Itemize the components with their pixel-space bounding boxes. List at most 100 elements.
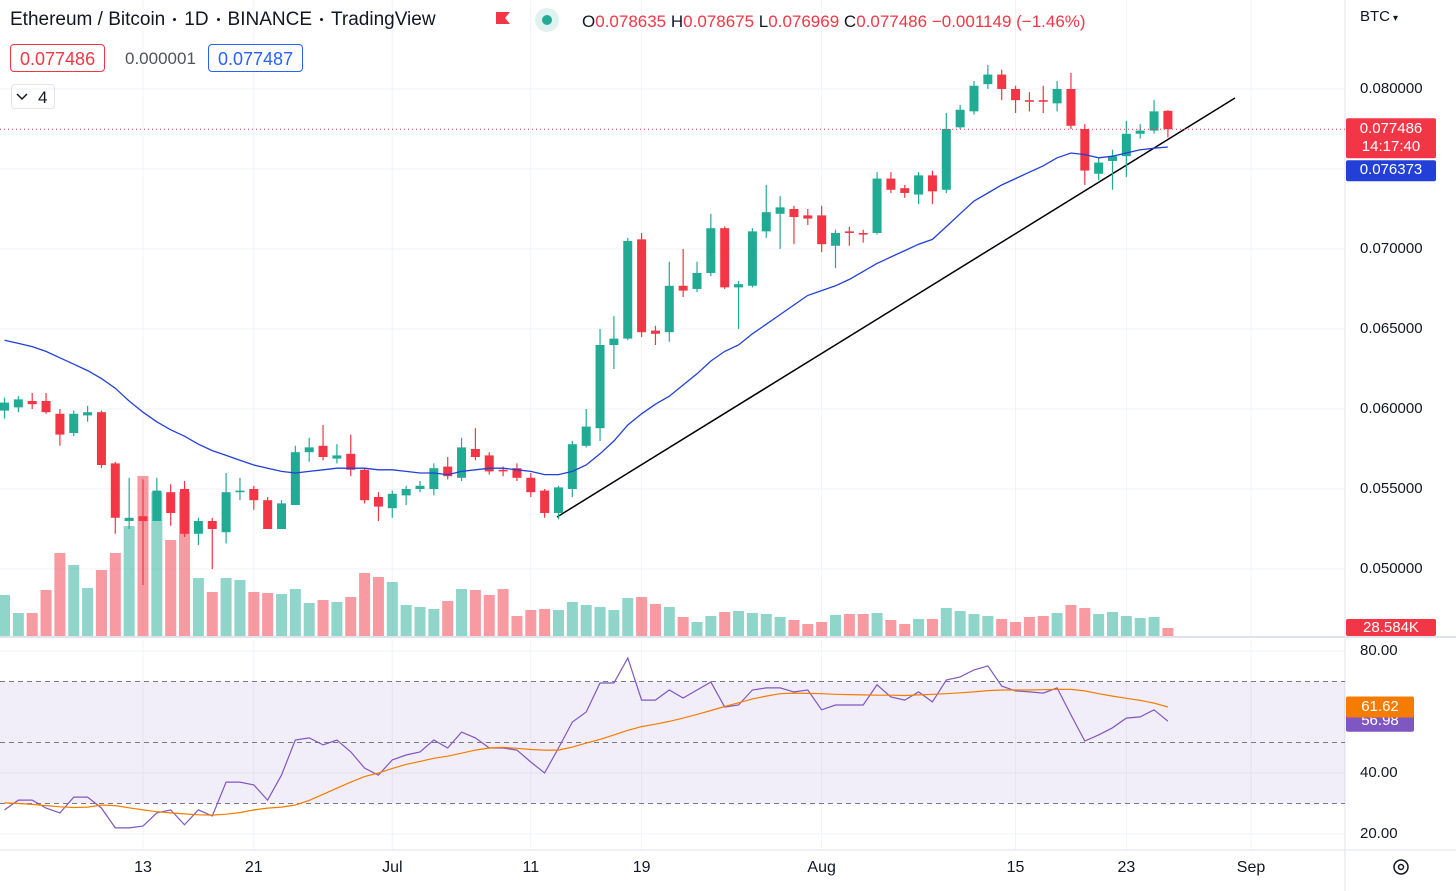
ohlc-value: 0.078635	[595, 12, 667, 31]
candle-body	[623, 240, 633, 339]
buy-button[interactable]: 0.077487	[208, 44, 304, 72]
sell-button[interactable]: 0.077486	[10, 44, 106, 72]
ma-value-box	[1346, 160, 1436, 182]
volume-bar	[179, 492, 191, 636]
volume-bar	[151, 492, 163, 636]
candle-body	[692, 272, 702, 289]
candle-body	[540, 490, 550, 513]
candle-body	[1108, 156, 1117, 161]
settings-icon[interactable]	[1393, 859, 1409, 875]
x-tick-label: 19	[633, 859, 651, 876]
volume-bar	[816, 622, 828, 636]
volume-bar	[372, 577, 384, 636]
volume-bar	[414, 607, 426, 636]
candle-body	[664, 285, 674, 333]
volume-bar	[1079, 608, 1091, 636]
x-tick-label: Sep	[1237, 859, 1266, 876]
candle-body	[263, 500, 273, 529]
currency: BTC	[1360, 8, 1390, 25]
candle-body	[512, 468, 522, 478]
volume-bar	[553, 610, 564, 636]
candle-body	[332, 455, 342, 459]
spread: 0.000001	[125, 49, 196, 68]
candle-body	[581, 426, 591, 446]
y-tick-label: 0.050000	[1360, 560, 1423, 577]
y-tick-label: 0.070000	[1360, 240, 1423, 257]
y-tick-label: 80.00	[1360, 642, 1398, 659]
volume-bar	[40, 589, 52, 636]
trend-line[interactable]	[556, 97, 1236, 518]
volume-bar	[746, 612, 758, 636]
separator	[320, 18, 324, 22]
volume-bar	[234, 579, 246, 636]
volume-bar	[68, 564, 80, 636]
volume-bar	[456, 589, 468, 636]
ohlc-legend: O0.078635 H0.078675 L0.076969 C0.077486 …	[582, 12, 1086, 32]
candle-body	[373, 496, 383, 507]
volume-value-label: 28.584K	[1363, 619, 1419, 636]
market-status[interactable]	[533, 6, 561, 34]
candle-body	[650, 330, 660, 334]
candle-body	[789, 208, 799, 217]
candle-body	[401, 488, 411, 496]
platform: TradingView	[331, 9, 436, 30]
volume-bar	[331, 601, 343, 636]
volume-bar	[483, 594, 495, 636]
status-dot	[542, 15, 552, 25]
ohlc-label: C	[843, 12, 857, 31]
candle-body	[470, 448, 480, 457]
y-tick-label: 0.065000	[1360, 320, 1423, 337]
volume-bar	[386, 582, 398, 636]
currency-caret: ▾	[1393, 13, 1399, 24]
candle-body	[387, 493, 397, 509]
volume-bar	[525, 610, 537, 636]
candle-body	[775, 207, 785, 214]
candle-body	[498, 469, 508, 472]
candle-body	[457, 447, 467, 478]
gear-ring	[1393, 859, 1409, 875]
candle-body	[1163, 110, 1173, 130]
candle-body	[734, 284, 744, 288]
candle-body	[983, 74, 993, 85]
volume-bar	[303, 603, 315, 636]
volume-bar	[719, 611, 731, 636]
currency-menu[interactable]: BTC ▾	[1360, 8, 1398, 25]
ma-value-label: 0.076373	[1360, 161, 1423, 178]
candle-body	[886, 178, 896, 190]
symbol[interactable]: Ethereum / Bitcoin	[10, 9, 166, 30]
candle-body	[1038, 100, 1048, 102]
volume-bar	[982, 615, 994, 636]
volume-bar	[788, 619, 800, 636]
volume-bar	[1010, 622, 1022, 636]
volume-bar	[1065, 604, 1077, 636]
candle-body	[55, 413, 65, 435]
candle-body	[249, 488, 259, 501]
separator	[216, 18, 220, 22]
candle-body	[138, 516, 148, 521]
candle-body	[803, 215, 813, 219]
volume-bar	[663, 607, 675, 636]
volume-bar	[289, 589, 301, 636]
ohlc-label: L	[758, 12, 769, 31]
candle-body	[1094, 162, 1104, 174]
x-tick-label: Jul	[382, 859, 402, 876]
candle-body	[914, 175, 924, 195]
candle-body	[1066, 88, 1076, 126]
candle-body	[110, 463, 120, 518]
volume-bar	[871, 612, 883, 636]
volume-bar	[760, 614, 772, 636]
y-tick-label: 0.080000	[1360, 80, 1423, 97]
volume-bar	[843, 614, 855, 636]
volume-bar	[1093, 614, 1105, 636]
volume-bar	[913, 619, 925, 636]
ohlc-value: 0.076969	[768, 12, 840, 31]
volume-bar	[636, 597, 648, 636]
ohlc-label: H	[670, 12, 684, 31]
flag-icon[interactable]	[493, 10, 513, 30]
indicators-toggle[interactable]: 4	[11, 84, 55, 109]
x-tick-label: 11	[522, 859, 539, 876]
bar-countdown: 14:17:40	[1362, 138, 1420, 155]
interval[interactable]: 1D	[184, 9, 209, 30]
last-price-label: 0.077486	[1360, 120, 1423, 137]
